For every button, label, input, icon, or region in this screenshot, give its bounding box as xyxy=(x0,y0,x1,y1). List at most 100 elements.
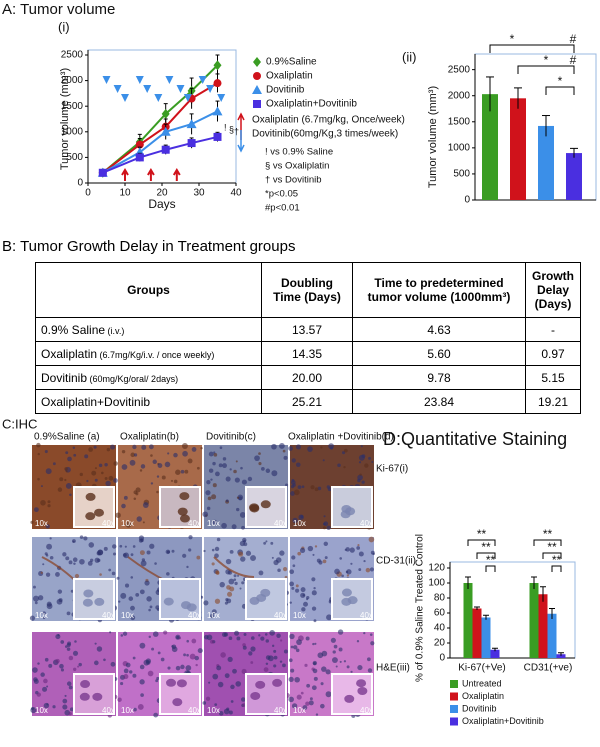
magnification: 10x xyxy=(207,706,220,715)
inset xyxy=(331,486,373,528)
cell xyxy=(225,476,231,482)
cell xyxy=(33,507,39,513)
magnification: 40x xyxy=(360,706,373,715)
cell xyxy=(225,499,229,503)
cell xyxy=(130,605,135,611)
inset-cell xyxy=(179,514,190,523)
magnification: 40x xyxy=(188,611,201,620)
cell xyxy=(67,456,72,462)
magnification: 40x xyxy=(102,519,115,528)
group-name: Oxaliplatin+Dovitinib xyxy=(41,394,151,409)
cell xyxy=(364,463,369,468)
legend-label: 0.9%Saline xyxy=(266,57,317,68)
cell xyxy=(299,547,306,554)
cell xyxy=(325,691,332,698)
cell xyxy=(212,673,219,680)
cell xyxy=(151,647,155,651)
bracket xyxy=(545,86,575,95)
cell xyxy=(88,542,95,548)
cell xyxy=(306,683,311,688)
cell xyxy=(184,469,189,474)
group-name: Oxaliplatin xyxy=(41,346,98,361)
cell xyxy=(42,611,46,616)
cell xyxy=(56,598,63,605)
cell xyxy=(215,471,220,477)
magnification: 10x xyxy=(121,519,134,528)
cell xyxy=(47,504,51,508)
bracket xyxy=(467,539,496,546)
annotation: Dovitinib(60mg/Kg,3 times/week) xyxy=(252,129,398,140)
cell xyxy=(73,453,77,457)
cell xyxy=(187,458,193,464)
cell xyxy=(334,568,340,575)
cell xyxy=(166,550,170,554)
cell xyxy=(313,676,318,681)
header-cell: Time to predetermined tumor volume (1000… xyxy=(352,262,526,318)
cell xyxy=(139,642,146,649)
cell xyxy=(323,515,326,518)
cell xyxy=(241,581,245,585)
cell xyxy=(295,462,301,468)
bar xyxy=(538,125,554,200)
significance: ** xyxy=(477,527,487,541)
cell xyxy=(68,560,73,565)
cell xyxy=(49,537,52,540)
marker xyxy=(187,139,196,148)
column-label: 0.9%Saline (a) xyxy=(34,432,100,443)
cell xyxy=(325,669,331,675)
cell xyxy=(322,459,325,462)
ihc-panel: 10x 40x xyxy=(288,443,374,530)
ihc-panel: 10x 40x xyxy=(288,629,375,718)
cell xyxy=(214,598,221,604)
marker xyxy=(212,106,223,116)
cell xyxy=(300,587,306,593)
dose-marker xyxy=(198,76,207,84)
ihc-panel: 10x 40x xyxy=(202,629,290,717)
cell xyxy=(123,495,128,500)
dose-marker xyxy=(102,76,111,84)
cell xyxy=(62,552,67,557)
cell xyxy=(215,570,220,575)
cell xyxy=(43,678,48,684)
inset-cell xyxy=(357,686,368,695)
cell xyxy=(32,667,38,673)
y-tick-label: 2500 xyxy=(61,50,84,61)
cell xyxy=(279,443,285,449)
cell xyxy=(52,462,56,466)
legend-label: Dovitinib xyxy=(266,85,305,96)
cell xyxy=(191,638,197,644)
legend-label: Dovitinib xyxy=(462,703,497,713)
dose-marker xyxy=(143,85,152,93)
cell xyxy=(203,600,209,606)
cell xyxy=(65,482,72,489)
cell xyxy=(337,463,341,468)
cell xyxy=(183,653,186,657)
cell xyxy=(357,664,363,671)
cell xyxy=(72,446,76,449)
cell xyxy=(45,524,50,529)
cell xyxy=(104,463,108,467)
cell xyxy=(137,704,144,710)
table-cell: 14.35 xyxy=(261,341,353,366)
cell xyxy=(157,651,161,655)
ihc-panel: 10x 40x xyxy=(29,535,118,623)
group-note: (6.7mg/Kg/i.v. / once weekly) xyxy=(97,349,215,360)
cell xyxy=(304,663,308,667)
cell xyxy=(369,633,373,637)
table-cell: 4.63 xyxy=(352,317,526,342)
cell xyxy=(241,479,247,485)
cell xyxy=(219,446,223,450)
ihc-panel: 10x 40x xyxy=(289,536,375,623)
cell xyxy=(333,644,338,649)
marker xyxy=(135,140,144,149)
cell xyxy=(212,461,216,466)
cell xyxy=(128,596,134,601)
cell xyxy=(297,485,302,489)
cell xyxy=(148,444,154,450)
cell xyxy=(241,525,245,530)
cell xyxy=(310,485,315,490)
cell xyxy=(237,574,240,577)
cell xyxy=(265,655,271,660)
cell xyxy=(320,446,323,449)
cell xyxy=(152,631,159,637)
